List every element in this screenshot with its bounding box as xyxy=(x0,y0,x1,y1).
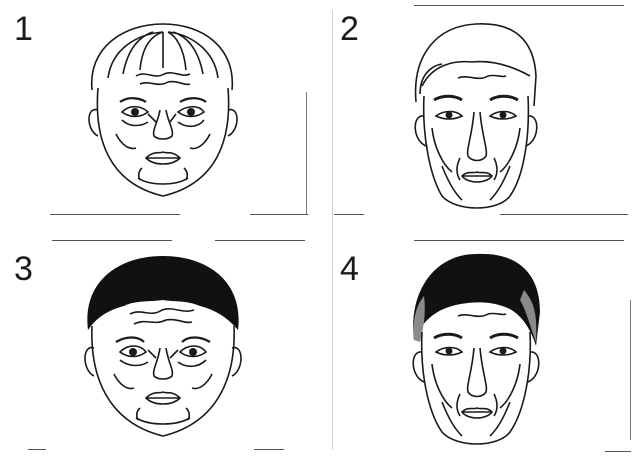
center-divider xyxy=(332,10,333,450)
face-long-dark-hair xyxy=(402,250,552,450)
panel-3-number: 3 xyxy=(14,252,33,286)
panel-4-number: 4 xyxy=(340,252,359,286)
panel2-bottom-rule xyxy=(334,214,364,215)
panel1-bottom-rule-right xyxy=(250,214,308,215)
bottom-rule-mid xyxy=(254,449,284,450)
panel3-top-rule-right xyxy=(215,240,305,241)
top-rule-right xyxy=(414,5,624,6)
panel1-right-rule xyxy=(306,92,307,214)
panel-1-number: 1 xyxy=(14,12,33,46)
panel1-bottom-rule xyxy=(50,214,180,215)
face-long-light-hair xyxy=(402,16,552,216)
bottom-rule-left xyxy=(28,449,46,450)
bottom-rule-right xyxy=(605,451,631,452)
panel3-top-rule xyxy=(52,240,172,241)
panel4-top-rule xyxy=(414,240,624,241)
right-edge-rule xyxy=(630,300,631,440)
panel-2-number: 2 xyxy=(340,12,359,46)
face-round-dark-hair xyxy=(78,252,248,448)
face-round-light-hair xyxy=(78,18,248,208)
